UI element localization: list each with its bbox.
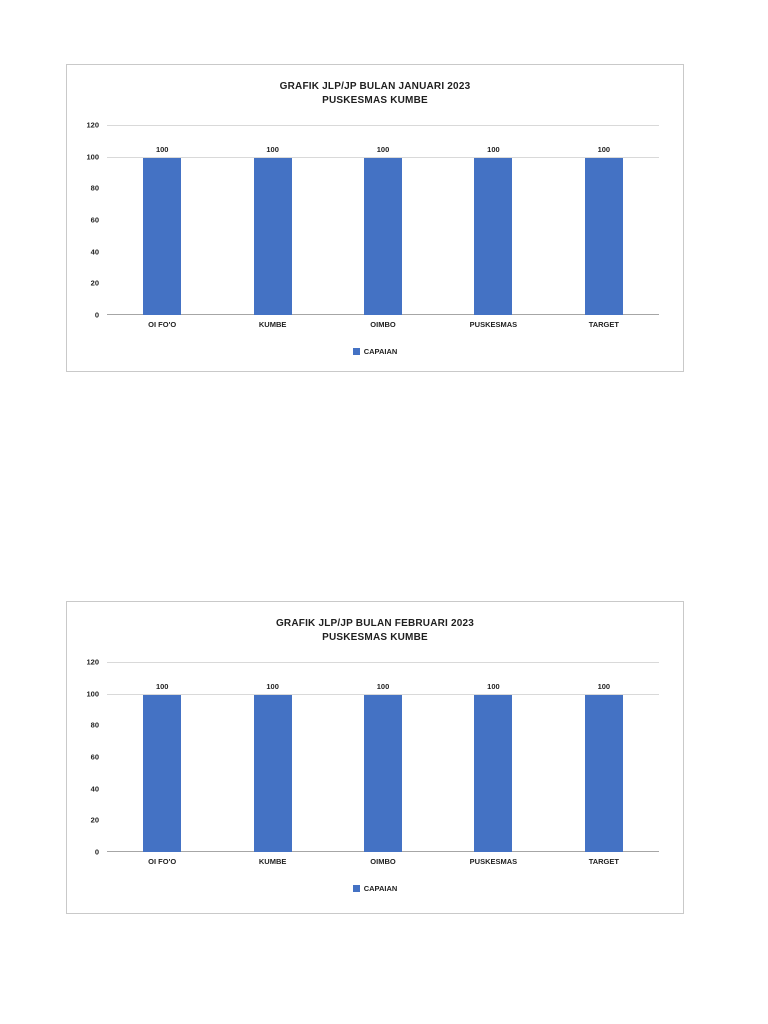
legend-label: CAPAIAN (363, 347, 398, 356)
bar-value-label: 100 (597, 144, 611, 154)
bar (253, 693, 292, 852)
bar-value-label: 100 (376, 144, 390, 154)
bar-cell: 100 (217, 662, 327, 852)
gridline (107, 125, 659, 126)
y-tick-label: 40 (90, 247, 99, 257)
bar (364, 693, 403, 852)
y-tick-label: 20 (90, 278, 99, 288)
bar (364, 156, 403, 315)
chart-title-line2: PUSKESMAS KUMBE (322, 94, 428, 106)
bar-value-label: 100 (266, 144, 279, 154)
y-tick-label: 0 (94, 847, 99, 857)
chart-february: GRAFIK JLP/JP BULAN FEBRUARI 2023 PUSKES… (66, 601, 684, 914)
y-tick-label: 40 (90, 784, 99, 794)
y-tick-label: 60 (90, 752, 99, 762)
bar-cell: 100 (549, 125, 659, 315)
x-category-label: TARGET (588, 857, 619, 866)
legend: CAPAIAN (67, 884, 683, 893)
legend-swatch-icon (352, 348, 360, 355)
x-category-label: TARGET (588, 320, 619, 329)
x-category-label: PUSKESMAS (469, 857, 518, 866)
x-category-label: PUSKESMAS (469, 320, 518, 329)
y-tick-label: 20 (90, 815, 99, 825)
chart-title: GRAFIK JLP/JP BULAN FEBRUARI 2023 PUSKES… (67, 617, 683, 644)
gridline (107, 662, 659, 663)
bar-cell: 100 (438, 662, 548, 852)
category-axis: OI FO'O KUMBE OIMBO PUSKESMAS TARGET (107, 320, 659, 329)
bar-value-label: 100 (155, 681, 169, 691)
x-category-label: OIMBO (370, 857, 396, 866)
bar-value-label: 100 (155, 144, 169, 154)
gridline (107, 693, 659, 695)
x-category-label: OI FO'O (148, 857, 177, 866)
bar (143, 693, 182, 852)
chart-january: GRAFIK JLP/JP BULAN JANUARI 2023 PUSKESM… (66, 64, 684, 372)
bar-value-label: 100 (487, 681, 500, 691)
bar (584, 156, 623, 315)
bar-cell: 100 (107, 662, 217, 852)
bar-value-label: 100 (376, 681, 390, 691)
bar-cell: 100 (107, 125, 217, 315)
y-tick-label: 0 (94, 310, 99, 320)
legend: CAPAIAN (67, 347, 683, 356)
y-tick-label: 120 (86, 120, 99, 130)
legend-swatch-icon (352, 885, 360, 892)
bar (253, 156, 292, 315)
y-tick-label: 100 (86, 689, 99, 699)
bars-container: 100 100 100 100 100 (107, 125, 659, 315)
y-tick-label: 100 (86, 152, 99, 162)
gridline (107, 156, 659, 158)
bar-value-label: 100 (266, 681, 279, 691)
category-axis: OI FO'O KUMBE OIMBO PUSKESMAS TARGET (107, 857, 659, 866)
x-category-label: KUMBE (258, 857, 287, 866)
chart-title-line1: GRAFIK JLP/JP BULAN FEBRUARI 2023 (275, 618, 475, 629)
legend-label: CAPAIAN (363, 884, 398, 893)
bar-value-label: 100 (597, 681, 611, 691)
bar-value-label: 100 (487, 144, 500, 154)
bar-cell: 100 (328, 662, 438, 852)
x-category-label: OI FO'O (148, 320, 177, 329)
y-tick-label: 80 (90, 183, 99, 193)
bar (474, 693, 513, 852)
bar-cell: 100 (438, 125, 548, 315)
y-tick-label: 60 (90, 215, 99, 225)
bar-cell: 100 (549, 662, 659, 852)
bars-container: 100 100 100 100 100 (107, 662, 659, 852)
x-category-label: OIMBO (370, 320, 396, 329)
y-tick-label: 120 (86, 657, 99, 667)
x-category-label: KUMBE (258, 320, 287, 329)
chart-title-line1: GRAFIK JLP/JP BULAN JANUARI 2023 (279, 81, 471, 92)
bar (474, 156, 513, 315)
bar (584, 693, 623, 852)
bar-cell: 100 (217, 125, 327, 315)
bar-cell: 100 (328, 125, 438, 315)
y-tick-label: 80 (90, 720, 99, 730)
chart-title-line2: PUSKESMAS KUMBE (322, 631, 428, 643)
chart-title: GRAFIK JLP/JP BULAN JANUARI 2023 PUSKESM… (67, 80, 683, 107)
bar (143, 156, 182, 315)
plot-area: 100 100 100 100 100 0 20 40 60 80 100 120 (86, 121, 659, 320)
plot-area: 100 100 100 100 100 0 20 40 60 80 100 120 (86, 658, 659, 857)
